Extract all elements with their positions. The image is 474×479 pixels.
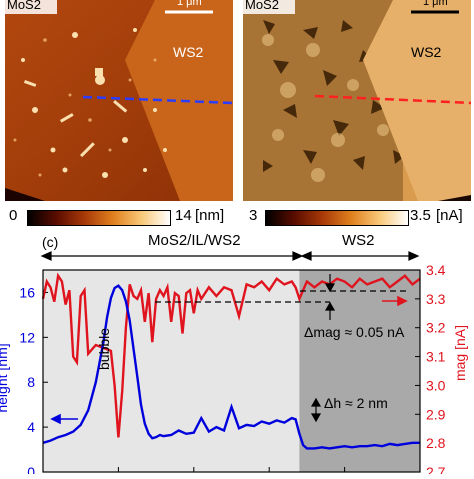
- panel-b-scalebar-label: 1 μm: [423, 0, 448, 8]
- annotation-height: Δh ≈ 2 nm: [324, 395, 388, 411]
- left-tick-label: 0: [27, 464, 35, 474]
- panel-a-material-left: MoS2: [7, 0, 41, 12]
- height-delta-arrows: [310, 397, 322, 423]
- left-tick-label: 8: [27, 374, 35, 390]
- right-tick-label: 3.4: [426, 262, 446, 278]
- plot-frame: [42, 269, 421, 473]
- panel-a-topography: MoS2 1 μm WS2: [5, 0, 233, 201]
- panel-b-material-left: MoS2: [245, 0, 279, 12]
- region-left-label: MoS2/IL/WS2: [148, 232, 241, 249]
- left-tick-label: 12: [19, 329, 35, 345]
- left-axis-label: height [nm]: [0, 343, 10, 413]
- right-tick-label: 3.3: [426, 291, 446, 307]
- colorbar-b-min: 3: [249, 207, 258, 224]
- right-tick-label: 3.1: [426, 349, 446, 365]
- profile-chart-svg: 0 4 8 12 16 2.7 2.8 2.9 3.0 3.1 3.2 3.3 3.4: [19, 251, 446, 479]
- right-tick-label: 2.9: [426, 406, 446, 422]
- colorbar-b: 3 3.5 [nA]: [243, 207, 471, 227]
- right-tick-label: 2.8: [426, 435, 446, 451]
- panel-c-label: (c): [42, 234, 59, 250]
- panel-a-scalebar-label: 1 μm: [177, 0, 202, 8]
- region-right-arrow: [300, 251, 420, 261]
- panel-c-profile-chart: 0 4 8 12 16 2.7 2.8 2.9 3.0 3.1 3.2 3.3 3.4: [0, 232, 474, 479]
- left-tick-label: 4: [27, 419, 35, 435]
- colorbar-a-min: 0: [9, 207, 18, 224]
- current-map-image: [243, 0, 471, 201]
- mag-series-line: [41, 272, 421, 438]
- annotation-mag: Δmag ≈ 0.05 nA: [304, 324, 405, 340]
- height-axis-arrow: [50, 413, 78, 425]
- mag-axis-arrow: [382, 295, 408, 307]
- panel-a-material-right: WS2: [173, 44, 204, 60]
- right-axis-ticks: 2.7 2.8 2.9 3.0 3.1 3.2 3.3 3.4: [415, 262, 446, 479]
- colorbar-b-unit: [nA]: [436, 207, 463, 224]
- colorbar-a: 0 14 [nm]: [5, 207, 233, 227]
- left-axis-ticks: 0 4 8 12 16: [19, 284, 421, 479]
- left-tick-label: 16: [19, 284, 35, 300]
- colorbar-a-unit: [nm]: [195, 207, 225, 224]
- bubble-label: bubble: [96, 327, 112, 370]
- panel-b-current-map: MoS2 1 μm WS2: [243, 0, 471, 201]
- region-left-arrow: [40, 251, 304, 261]
- topography-image: [5, 0, 233, 201]
- mag-delta-arrows: [324, 274, 336, 320]
- region-right-label: WS2: [342, 232, 375, 249]
- colorbar-a-max: 14: [175, 207, 192, 224]
- panel-b-material-right: WS2: [411, 44, 442, 60]
- right-tick-label: 3.2: [426, 320, 446, 336]
- right-tick-label: 3.0: [426, 377, 446, 393]
- colorbar-a-gradient: [27, 210, 171, 226]
- height-series-line: [42, 284, 420, 450]
- colorbar-b-max: 3.5: [410, 207, 431, 224]
- right-axis-label: mag [nA]: [452, 324, 468, 382]
- right-tick-label: 2.7: [426, 464, 446, 474]
- colorbar-b-gradient: [265, 210, 409, 226]
